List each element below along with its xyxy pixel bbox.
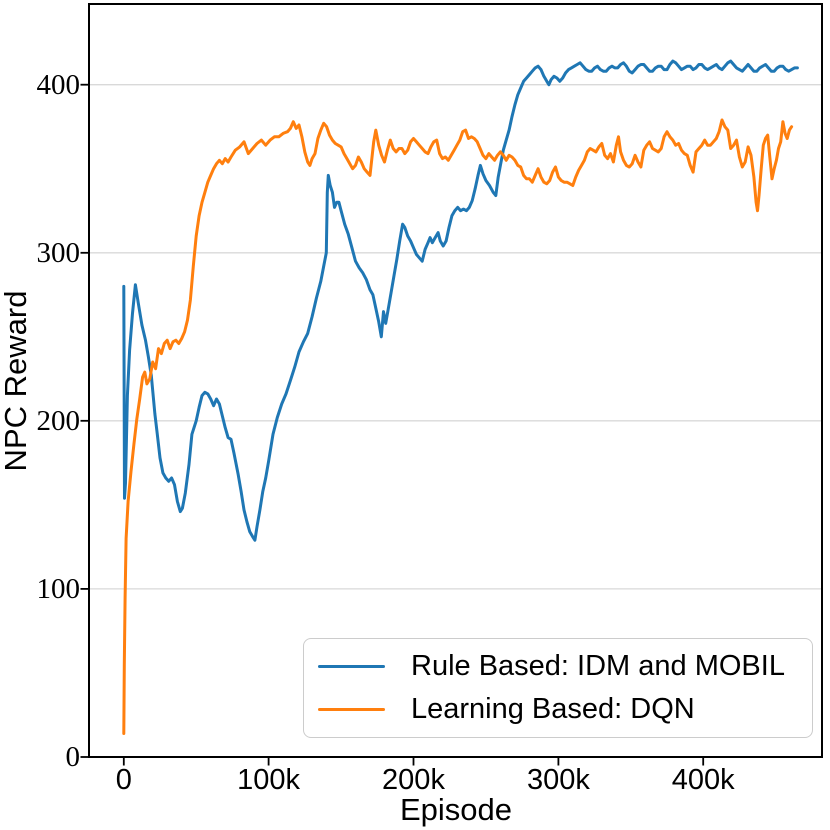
legend-line-sample-orange — [318, 707, 385, 712]
x-tick-label-200k: 200k — [382, 764, 445, 796]
x-tick-label-300k: 300k — [526, 764, 590, 796]
series-line-0 — [122, 59, 799, 542]
legend-entry-rule-based: Rule Based: IDM and MOBIL — [318, 646, 798, 688]
x-axis-label: Episode — [399, 792, 513, 827]
axes-frame — [88, 3, 823, 758]
x-tick-label-100k: 100k — [237, 764, 301, 796]
legend: Rule Based: IDM and MOBIL Learning Based… — [303, 638, 813, 738]
y-tick-label-0: 0 — [65, 741, 81, 773]
legend-entry-learning-based: Learning Based: DQN — [318, 689, 798, 731]
y-tick-label-100: 100 — [36, 572, 81, 605]
x-tick-label-400k: 400k — [671, 764, 735, 796]
y-tick-label-200: 200 — [36, 404, 81, 437]
legend-label-rule-based: Rule Based: IDM and MOBIL — [411, 650, 785, 682]
legend-line-sample-blue — [318, 664, 385, 669]
y-axis-label: NPC Reward — [0, 290, 33, 472]
series-line-1 — [122, 118, 794, 735]
y-tick-label-400: 400 — [36, 68, 81, 101]
y-tick-label-300: 300 — [36, 236, 81, 269]
x-tick-label-0: 0 — [115, 764, 132, 796]
legend-label-learning-based: Learning Based: DQN — [411, 693, 695, 725]
